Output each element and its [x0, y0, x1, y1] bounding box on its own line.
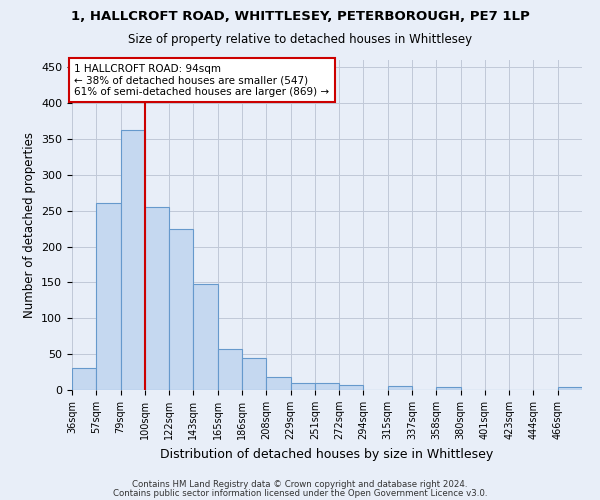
Bar: [96, 204, 121, 390]
Bar: [339, 385, 364, 390]
Bar: [72, 368, 96, 390]
Bar: [388, 386, 412, 390]
Bar: [242, 358, 266, 390]
Bar: [169, 228, 193, 390]
Bar: [145, 207, 169, 390]
Bar: [436, 387, 461, 390]
Bar: [558, 387, 582, 390]
Bar: [315, 383, 339, 390]
Bar: [121, 130, 145, 390]
Text: 1, HALLCROFT ROAD, WHITTLESEY, PETERBOROUGH, PE7 1LP: 1, HALLCROFT ROAD, WHITTLESEY, PETERBORO…: [71, 10, 529, 23]
Bar: [266, 377, 290, 390]
Text: Contains HM Land Registry data © Crown copyright and database right 2024.: Contains HM Land Registry data © Crown c…: [132, 480, 468, 489]
Bar: [193, 284, 218, 390]
Text: Contains public sector information licensed under the Open Government Licence v3: Contains public sector information licen…: [113, 490, 487, 498]
Bar: [290, 383, 315, 390]
Y-axis label: Number of detached properties: Number of detached properties: [23, 132, 35, 318]
Bar: [218, 349, 242, 390]
X-axis label: Distribution of detached houses by size in Whittlesey: Distribution of detached houses by size …: [160, 448, 494, 460]
Text: Size of property relative to detached houses in Whittlesey: Size of property relative to detached ho…: [128, 32, 472, 46]
Text: 1 HALLCROFT ROAD: 94sqm
← 38% of detached houses are smaller (547)
61% of semi-d: 1 HALLCROFT ROAD: 94sqm ← 38% of detache…: [74, 64, 329, 97]
